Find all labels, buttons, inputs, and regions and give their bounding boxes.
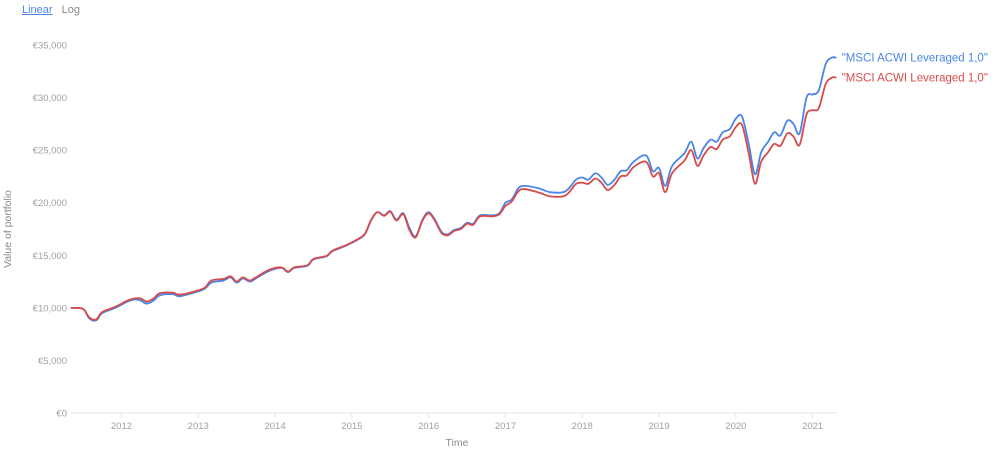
x-tick-label: 2015	[341, 421, 362, 432]
y-tick-label: €15,000	[33, 251, 67, 262]
x-axis: 2012 2013 2014 2015 2016 2017 2018 2019 2020 2021	[70, 412, 838, 432]
legend-label-2: "MSCI ACWI Leveraged 1,0"	[842, 73, 988, 85]
y-tick-label: €25,000	[33, 146, 67, 157]
x-tick-label: 2021	[802, 421, 823, 432]
series-lines	[70, 56, 837, 322]
series-line-1	[70, 56, 837, 322]
x-tick-label: 2012	[111, 421, 132, 432]
linear-scale-button[interactable]: Linear	[22, 4, 53, 16]
scale-toggle: Linear Log	[22, 4, 80, 16]
x-tick-label: 2020	[725, 421, 746, 432]
log-scale-button[interactable]: Log	[61, 4, 80, 16]
y-tick-label: €10,000	[33, 303, 67, 314]
legend-label-1: "MSCI ACWI Leveraged 1,0"	[842, 53, 988, 65]
x-tick-label: 2016	[418, 421, 439, 432]
y-tick-label: €35,000	[33, 41, 67, 52]
series-line-2	[70, 76, 837, 321]
x-axis-title: Time	[446, 437, 469, 449]
legend: "MSCI ACWI Leveraged 1,0" "MSCI ACWI Leve…	[842, 53, 988, 85]
x-tick-label: 2017	[495, 421, 516, 432]
x-tick-label: 2013	[188, 421, 209, 432]
y-axis-title: Value of portfolio	[2, 190, 14, 268]
y-tick-label: €20,000	[33, 198, 67, 209]
x-tick-label: 2019	[648, 421, 669, 432]
y-axis-tick-labels: €0 €5,000 €10,000 €15,000 €20,000 €25,000 €30,…	[33, 41, 67, 420]
x-tick-label: 2018	[572, 421, 593, 432]
y-tick-label: €5,000	[38, 356, 67, 367]
x-tick-label: 2014	[264, 421, 285, 432]
y-tick-label: €30,000	[33, 93, 67, 104]
y-tick-label: €0	[56, 409, 67, 420]
